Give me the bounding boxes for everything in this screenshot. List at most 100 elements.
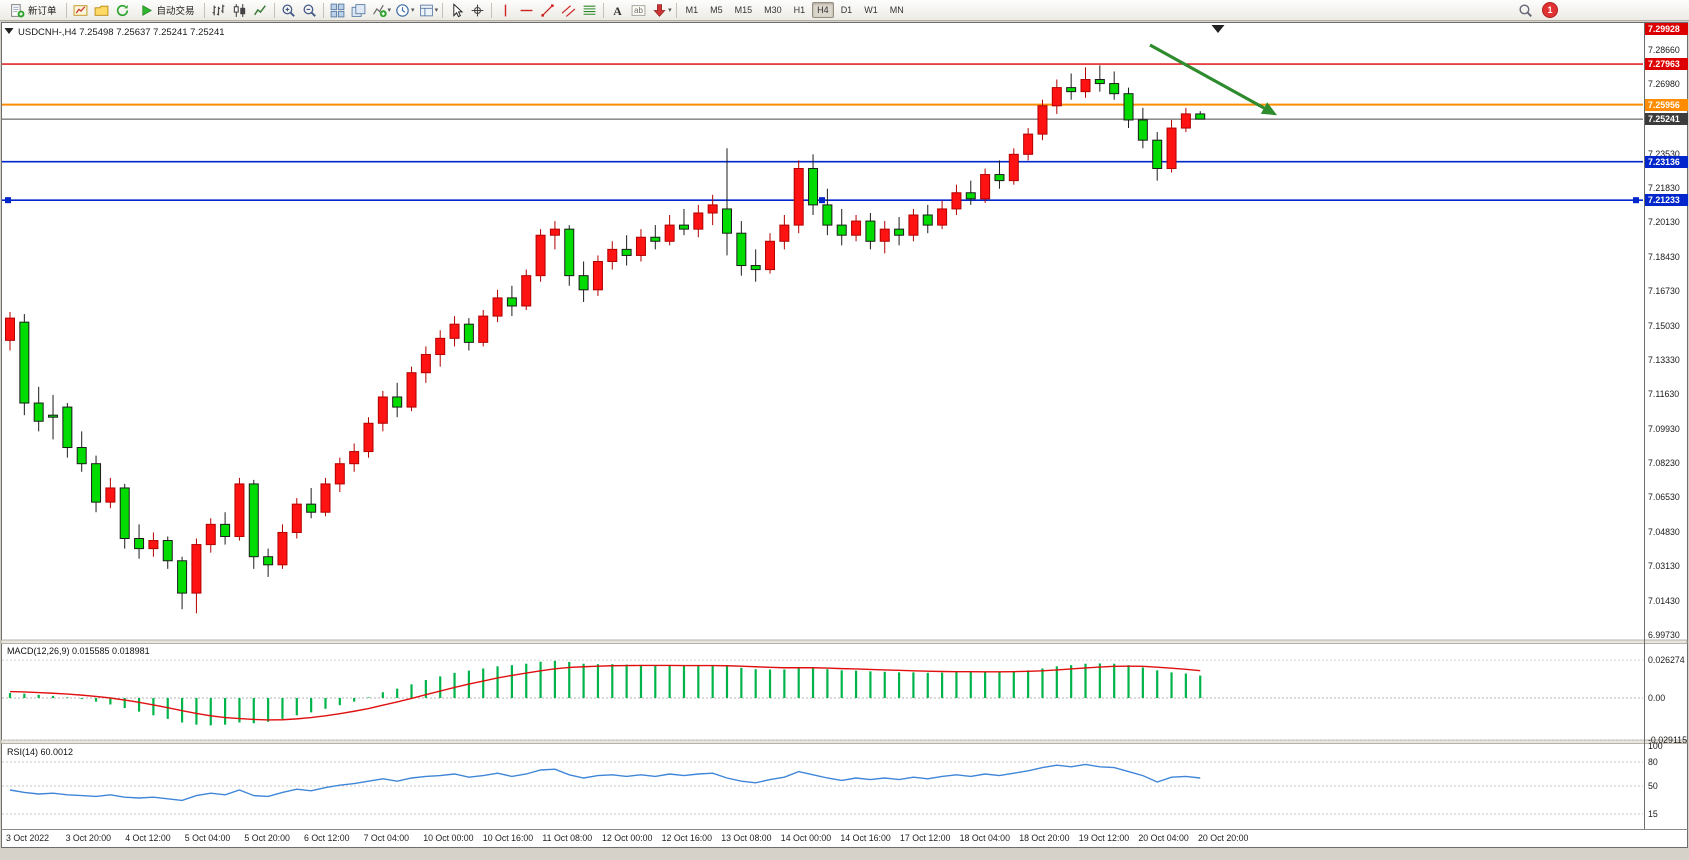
price-tick-label: 7.18430	[1648, 251, 1680, 262]
rsi-scale-label: 15	[1648, 809, 1658, 819]
timeframe-d1-button[interactable]: D1	[840, 5, 853, 15]
toolbar-separator	[273, 2, 275, 18]
arrows-icon[interactable]	[649, 1, 670, 19]
svg-text:ab: ab	[634, 6, 643, 15]
price-tick-label: 7.11630	[1648, 389, 1680, 400]
price-tick-label: 7.16730	[1648, 286, 1680, 297]
price-tick-label: 7.15030	[1648, 320, 1680, 331]
arrows-dropdown-caret[interactable]: ▾	[668, 7, 672, 14]
price-tick-label: 7.08230	[1648, 458, 1680, 469]
timeframe-mn-button[interactable]: MN	[889, 5, 904, 15]
toolbar-separator	[65, 2, 67, 18]
profiles-icon[interactable]	[91, 1, 112, 19]
price-tick-label: 7.28660	[1648, 45, 1680, 55]
new-order-button[interactable]: 新订单	[4, 1, 63, 19]
price-tick-label: 7.06530	[1648, 492, 1680, 503]
bars-icon[interactable]	[208, 1, 229, 19]
price-badge-7.25241: 7.25241	[1645, 113, 1688, 126]
time-axis-label: 13 Oct 08:00	[721, 833, 772, 843]
price-tick-label: 7.04830	[1648, 526, 1680, 537]
indicators-icon[interactable]	[369, 1, 390, 19]
channel-icon[interactable]	[558, 1, 579, 19]
text-icon[interactable]: A	[607, 1, 628, 19]
time-axis-label: 14 Oct 00:00	[780, 833, 832, 843]
toolbar-right-group: 1	[1515, 1, 1557, 19]
time-axis-label: 5 Oct 20:00	[244, 833, 290, 843]
price-badge-7.25956: 7.25956	[1645, 98, 1688, 111]
price-tick-label: 7.13330	[1648, 354, 1680, 365]
time-axis-label: 3 Oct 20:00	[65, 833, 112, 843]
time-axis-label: 10 Oct 16:00	[482, 833, 534, 843]
price-tick-label: 7.26980	[1648, 78, 1680, 89]
toolbar-separator	[442, 2, 444, 18]
tile-icon[interactable]	[327, 1, 348, 19]
price-badge-7.29928: 7.29928	[1645, 23, 1688, 35]
templates-dropdown-caret[interactable]: ▾	[434, 7, 439, 14]
macd-indicator-label: MACD(12,26,9) 0.015585 0.018981	[7, 646, 150, 656]
time-axis-label: 20 Oct 20:00	[1198, 833, 1249, 843]
autotrading-button[interactable]: 自动交易	[133, 1, 201, 19]
zoom-in-icon[interactable]	[278, 1, 299, 19]
time-axis-label: 18 Oct 20:00	[1019, 833, 1070, 843]
chart-title: USDCNH-,H4 7.25498 7.25637 7.25241 7.252…	[18, 27, 225, 38]
macd-scale-label: 0.026274	[1648, 655, 1685, 666]
refresh-icon[interactable]	[112, 1, 133, 19]
time-axis-label: 17 Oct 12:00	[900, 833, 951, 843]
crosshair-icon[interactable]	[467, 1, 488, 19]
time-axis-label: 7 Oct 04:00	[363, 833, 410, 843]
price-tick-label: 7.09930	[1648, 423, 1680, 434]
time-axis-label: 14 Oct 16:00	[840, 833, 891, 843]
time-axis-label: 10 Oct 00:00	[423, 833, 474, 843]
price-badge-7.23136: 7.23136	[1645, 155, 1688, 168]
templates-icon[interactable]	[416, 1, 437, 19]
toolbar-separator	[603, 2, 605, 18]
time-axis-label: 19 Oct 12:00	[1078, 833, 1130, 843]
time-axis-label: 3 Oct 2022	[6, 833, 50, 843]
timeframe-m30-button[interactable]: M30	[764, 5, 782, 15]
hline-icon[interactable]	[516, 1, 537, 19]
rsi-scale-label: 100	[1648, 741, 1663, 751]
price-tick-label: 6.99730	[1648, 629, 1680, 640]
trendline-icon[interactable]	[537, 1, 558, 19]
timeframe-w1-button[interactable]: W1	[864, 5, 878, 15]
price-tick-label: 7.01430	[1648, 595, 1680, 606]
toolbar-separator	[491, 2, 493, 18]
vline-icon[interactable]	[495, 1, 516, 19]
toolbar-separator	[203, 2, 205, 18]
periods-dropdown-caret[interactable]: ▾	[411, 7, 415, 14]
label-t-icon[interactable]: ab	[628, 1, 649, 19]
timeframe-h1-button[interactable]: H1	[793, 5, 806, 15]
candles-icon[interactable]	[229, 1, 250, 19]
time-axis-label: 20 Oct 04:00	[1138, 833, 1189, 843]
timeframe-m5-button[interactable]: M5	[710, 5, 723, 15]
time-axis-label: 6 Oct 12:00	[304, 833, 350, 843]
time-axis-label: 4 Oct 12:00	[125, 833, 171, 843]
autotrading-button-label: 自动交易	[156, 6, 195, 17]
timeframe-m15-button[interactable]: M15	[734, 5, 753, 15]
cursor-icon[interactable]	[446, 1, 467, 19]
line-chart-icon[interactable]	[250, 1, 271, 19]
search-icon[interactable]	[1515, 1, 1536, 19]
notification-badge[interactable]: 1	[1543, 3, 1557, 17]
chart-window[interactable]	[1, 22, 1688, 848]
time-axis-label: 18 Oct 04:00	[959, 833, 1010, 843]
time-axis-label: 12 Oct 16:00	[661, 833, 712, 843]
zoom-out-icon[interactable]	[299, 1, 320, 19]
toolbar-separator	[675, 2, 677, 18]
price-tick-label: 7.21830	[1648, 183, 1680, 194]
svg-text:A: A	[613, 4, 622, 17]
time-axis-label: 12 Oct 00:00	[602, 833, 653, 843]
new-chart-icon[interactable]	[70, 1, 91, 19]
cascade-icon[interactable]	[348, 1, 369, 19]
timeframe-h4-button[interactable]: H4	[812, 2, 834, 18]
periods-icon[interactable]	[392, 1, 413, 19]
macd-scale-label: 0.00	[1648, 693, 1666, 703]
fibonacci-icon[interactable]	[579, 1, 600, 19]
timeframe-m1-button[interactable]: M1	[685, 5, 699, 15]
toolbar-separator	[322, 2, 324, 18]
indicators-dropdown-caret[interactable]: ▾	[387, 7, 392, 14]
price-tick-label: 7.20130	[1648, 217, 1680, 228]
rsi-scale-label: 50	[1648, 781, 1658, 791]
time-axis-label: 5 Oct 04:00	[184, 833, 231, 843]
